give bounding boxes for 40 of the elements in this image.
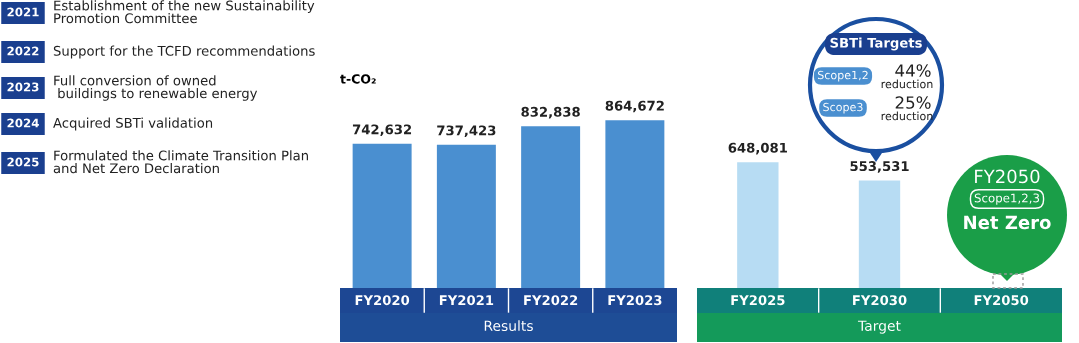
text: Acquired SBTi validation (53, 117, 213, 131)
bar (521, 126, 581, 288)
text: reduction (881, 79, 933, 89)
x-tick-label: FY2030 (853, 295, 907, 306)
data-label: 648,081 (728, 142, 787, 155)
text: 2023 (7, 82, 39, 92)
text: 2024 (7, 118, 39, 128)
annotation: Scope1,2,3 (974, 193, 1040, 205)
y-axis-title: t-CO₂ (340, 74, 376, 84)
text: Establishment of the new Sustainability Promotion Committee (54, 0, 315, 24)
text: Formulated the Climate Transition Plan and Net Zero Declaration (53, 150, 308, 174)
text: Full conversion of owned buildings to renewable energy (54, 75, 258, 101)
text: reduction (881, 111, 933, 121)
text: 44% (895, 64, 931, 77)
x-tick-label: FY2050 (974, 295, 1029, 306)
x-axis-title: Results (484, 320, 533, 332)
x-tick-label: FY2025 (731, 295, 785, 306)
x-tick-label: FY2022 (524, 295, 578, 306)
bar (352, 143, 412, 288)
x-tick-label: FY2021 (439, 295, 494, 306)
data-label: 553,531 (850, 161, 909, 173)
text: 2022 (7, 46, 39, 56)
data-label: 737,423 (437, 125, 496, 138)
text: Support for the TCFD recommendations (53, 45, 315, 59)
text: SBTi Targets (830, 37, 922, 51)
x-tick-label: FY2023 (608, 295, 662, 306)
text: 2025 (7, 157, 39, 167)
text: 25% (895, 96, 931, 109)
bar (605, 120, 665, 288)
data-label: 864,672 (605, 100, 664, 113)
text: 2021 (7, 7, 39, 17)
bar (436, 144, 496, 288)
annotation: Net Zero (964, 215, 1051, 230)
text: Scope1,2 (817, 70, 868, 82)
x-tick-label: FY2020 (355, 295, 410, 306)
data-label: 832,838 (521, 106, 580, 119)
x-axis-title: Target (857, 320, 901, 334)
annotation: FY2050 (975, 169, 1040, 184)
data-label: 742,632 (352, 124, 412, 137)
text: Scope3 (823, 102, 863, 114)
